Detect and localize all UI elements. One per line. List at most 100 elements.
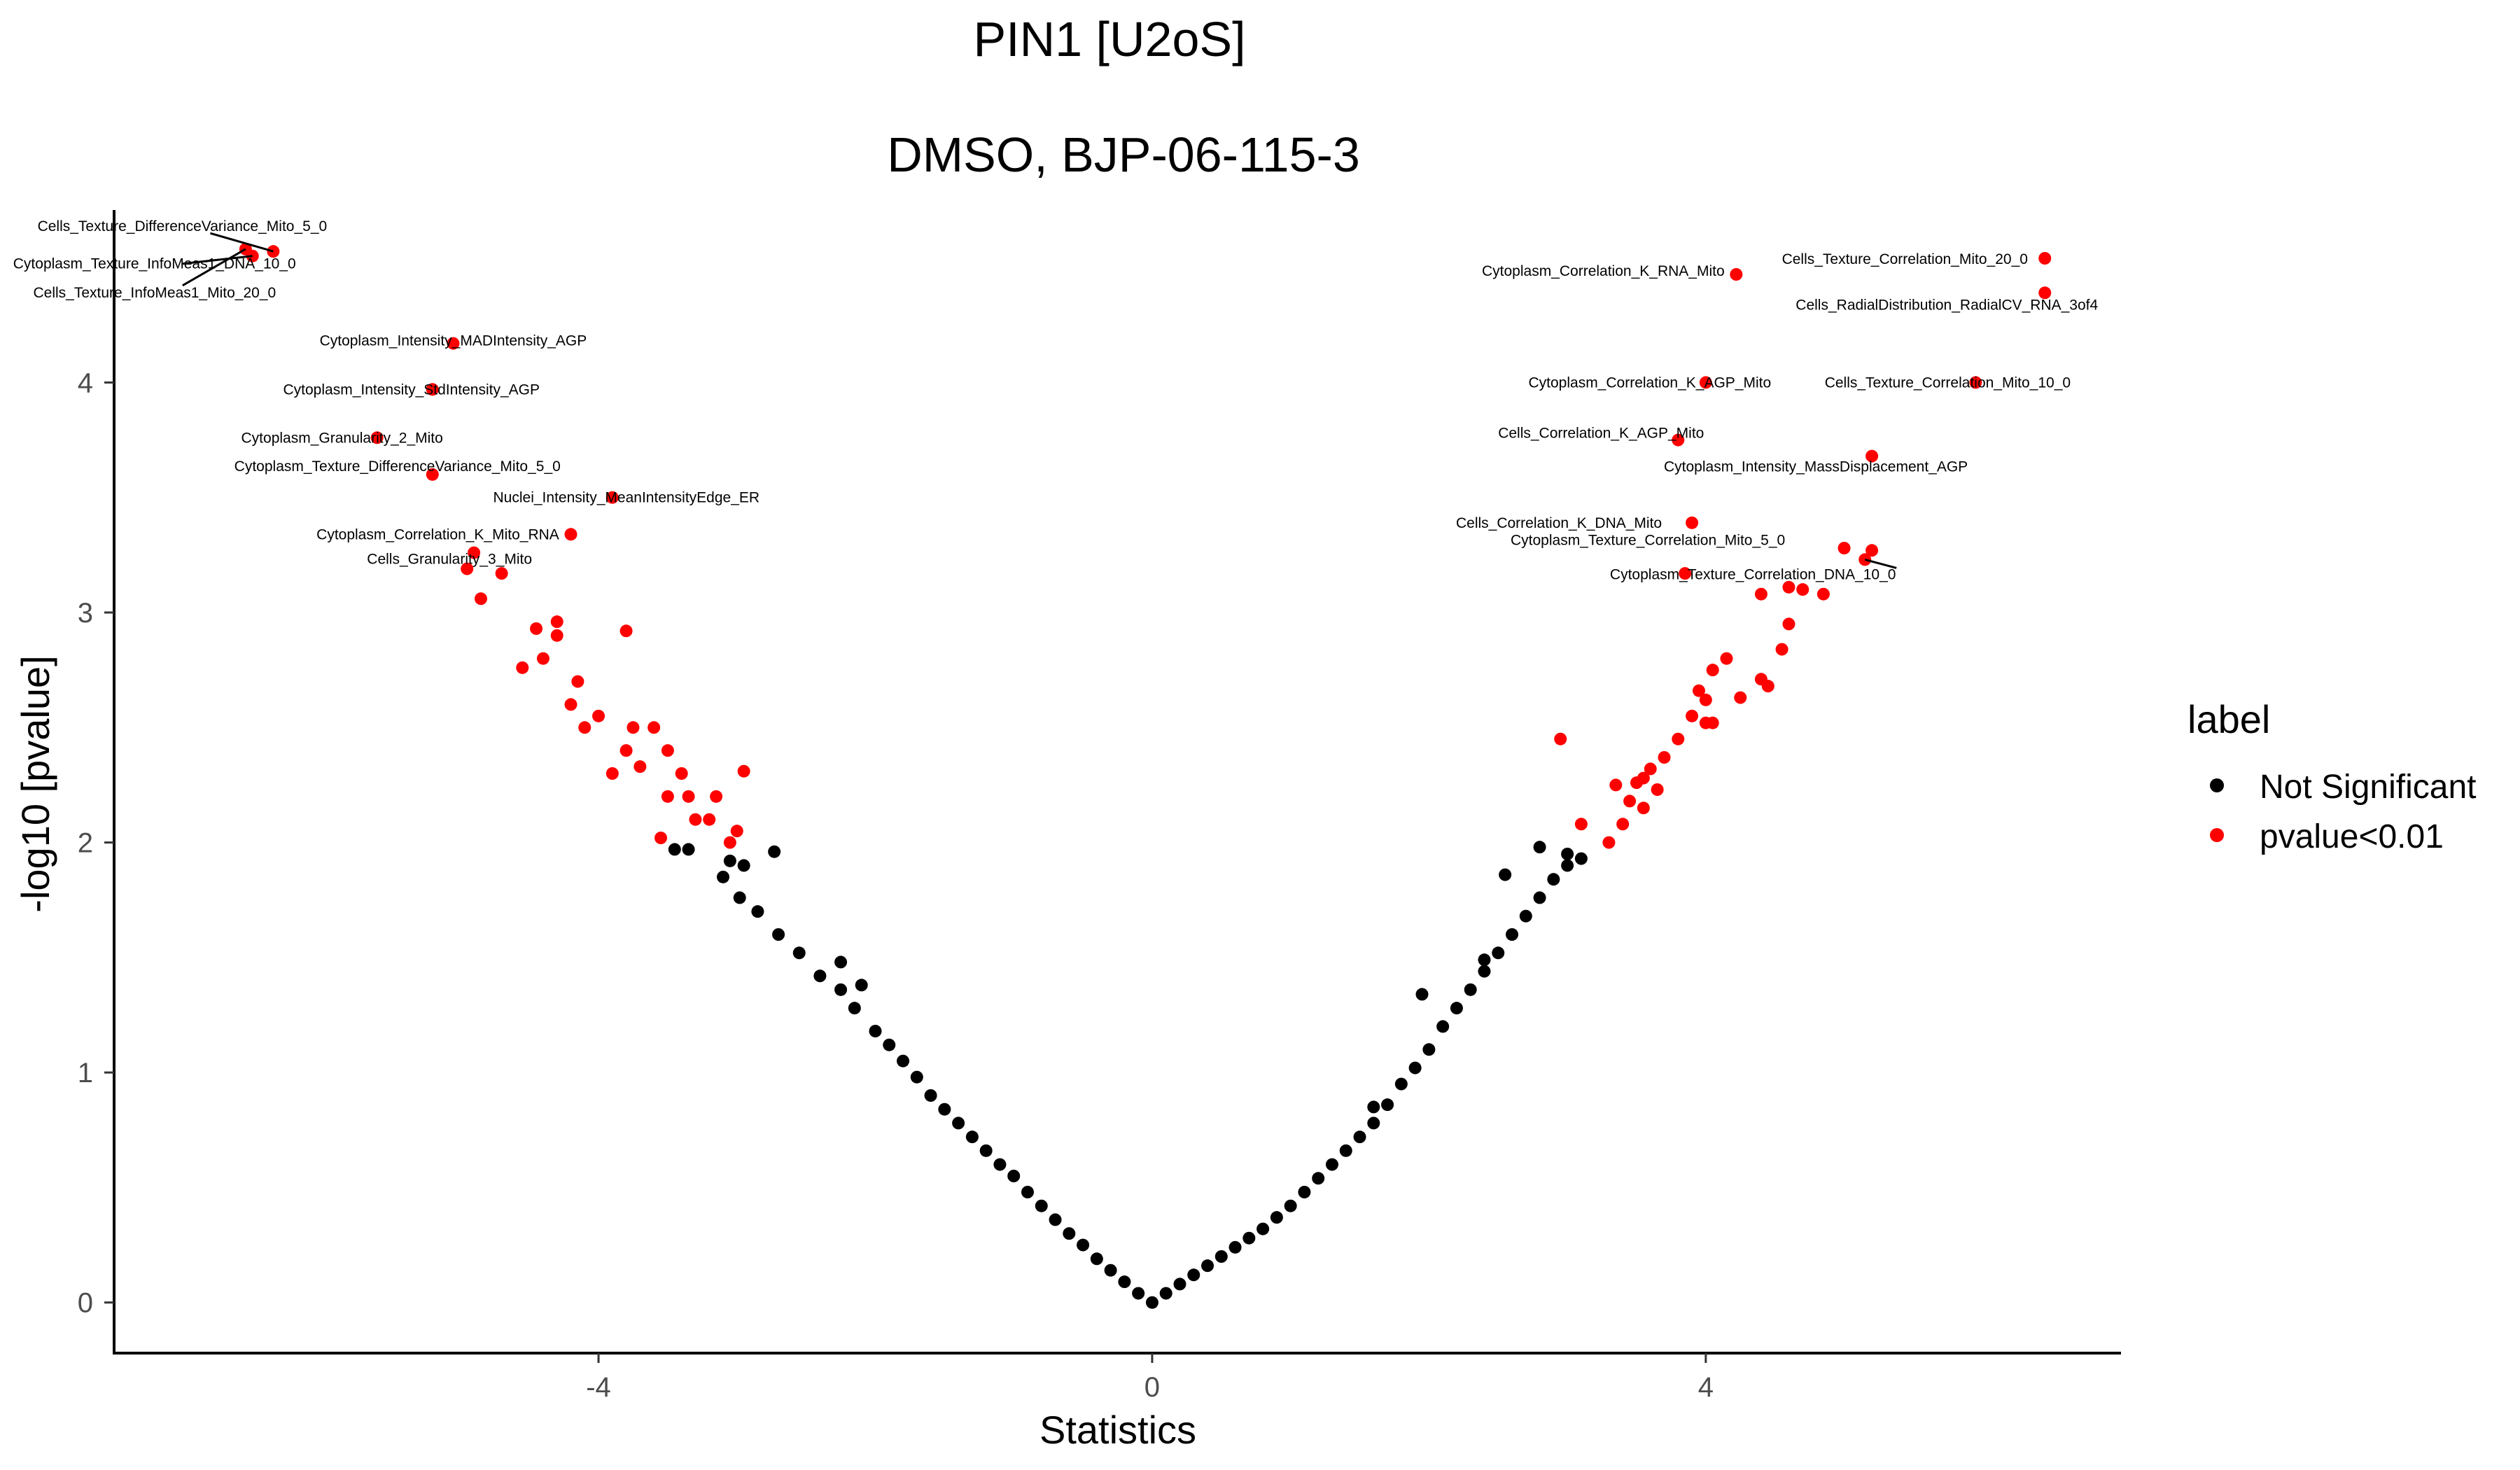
x-axis-label: Statistics — [1040, 1408, 1196, 1452]
data-point — [1706, 716, 1719, 729]
data-point — [993, 1158, 1007, 1171]
y-tick-label: 1 — [78, 1058, 93, 1088]
point-label: Cells_Texture_Correlation_Mito_20_0 — [1782, 251, 2028, 267]
data-point — [682, 843, 695, 856]
data-point — [1090, 1252, 1103, 1266]
y-tick-label: 2 — [78, 828, 93, 859]
data-point — [1692, 684, 1705, 697]
data-point — [1408, 1061, 1422, 1074]
data-point — [1035, 1199, 1048, 1212]
data-point — [1422, 1043, 1436, 1056]
data-point — [855, 979, 868, 992]
data-point — [1865, 449, 1879, 463]
data-point — [910, 1070, 923, 1084]
data-point — [530, 622, 543, 635]
data-point — [737, 859, 750, 872]
label-leader-line — [182, 248, 246, 287]
data-point — [1450, 1002, 1463, 1015]
data-point — [1761, 680, 1774, 693]
data-point — [1651, 783, 1664, 796]
data-point — [1658, 751, 1671, 764]
data-point — [606, 491, 619, 504]
data-point — [626, 721, 640, 734]
point-label: Cells_RadialDistribution_RadialCV_RNA_3o… — [1795, 297, 2098, 313]
point-label: Cytoplasm_Granularity_2_Mito — [241, 430, 443, 446]
data-point — [723, 836, 736, 849]
data-point — [564, 698, 578, 711]
data-point — [1007, 1170, 1021, 1182]
x-tick-label: 0 — [1144, 1372, 1160, 1403]
data-point — [938, 1102, 951, 1116]
point-label: Cells_Texture_DifferenceVariance_Mito_5_… — [38, 218, 328, 234]
data-point — [1478, 965, 1491, 978]
data-point — [1816, 587, 1830, 601]
legend-label-not-significant: Not Significant — [2260, 769, 2477, 806]
data-point — [834, 955, 848, 969]
data-point — [1367, 1100, 1380, 1114]
point-label: Cytoplasm_Texture_Correlation_Mito_5_0 — [1511, 532, 1785, 548]
data-point — [1644, 762, 1657, 776]
data-point — [1706, 664, 1719, 677]
data-point — [1561, 848, 1574, 860]
plot-area: Cells_Texture_DifferenceVariance_Mito_5_… — [13, 218, 2099, 1309]
data-point — [703, 813, 716, 826]
data-point — [516, 661, 529, 674]
data-point — [2038, 286, 2052, 300]
data-point — [550, 615, 564, 629]
point-label: Cells_Texture_InfoMeas1_Mito_20_0 — [33, 285, 276, 301]
data-point — [426, 383, 439, 396]
data-point — [883, 1038, 896, 1051]
point-label: Cytoplasm_Texture_DifferenceVariance_Mit… — [234, 458, 561, 475]
y-tick-label: 4 — [78, 368, 93, 398]
data-point — [1533, 841, 1546, 854]
data-point — [578, 721, 592, 734]
data-point — [1561, 859, 1574, 872]
series-0 — [668, 841, 1588, 1309]
data-point — [1312, 1172, 1325, 1185]
data-point — [1775, 643, 1788, 656]
data-point — [1173, 1278, 1186, 1291]
point-label: Cytoplasm_Intensity_MADIntensity_AGP — [320, 333, 587, 349]
point-label: Cells_Granularity_3_Mito — [367, 552, 532, 568]
data-point — [1782, 580, 1795, 594]
data-point — [1415, 988, 1429, 1001]
data-point — [1063, 1227, 1076, 1240]
data-point — [1686, 516, 1699, 529]
chart-title: PIN1 [U2oS] — [973, 12, 1245, 66]
data-point — [1381, 1098, 1394, 1112]
data-point — [1865, 544, 1879, 557]
point-label: Cytoplasm_Correlation_K_Mito_RNA — [316, 526, 559, 542]
data-point — [1782, 617, 1795, 631]
point-label: Cytoplasm_Correlation_K_AGP_Mito — [1528, 374, 1771, 391]
data-point — [634, 760, 647, 774]
data-point — [1730, 268, 1743, 281]
data-point — [737, 764, 750, 778]
data-point — [447, 337, 460, 350]
data-point — [550, 629, 564, 642]
data-point — [620, 744, 633, 757]
data-point — [571, 675, 584, 688]
legend-key-pvalue-sig — [2210, 828, 2224, 842]
point-label: Cells_Correlation_K_AGP_Mito — [1498, 426, 1704, 442]
data-point — [426, 468, 439, 481]
data-point — [495, 567, 508, 580]
data-point — [1118, 1275, 1131, 1289]
data-point — [723, 854, 736, 867]
data-point — [733, 891, 746, 904]
data-point — [1492, 946, 1505, 960]
data-point — [1464, 983, 1477, 996]
data-point — [1519, 909, 1532, 923]
data-point — [1672, 433, 1685, 447]
data-point — [1145, 1296, 1158, 1309]
data-point — [661, 790, 674, 803]
data-point — [1796, 583, 1809, 596]
data-point — [1679, 567, 1692, 580]
y-tick-label: 0 — [78, 1288, 93, 1319]
data-point — [1077, 1238, 1090, 1252]
data-point — [897, 1054, 910, 1068]
data-point — [1630, 776, 1643, 790]
data-point — [1554, 732, 1567, 746]
chart-subtitle: DMSO, BJP-06-115-3 — [887, 127, 1360, 182]
data-point — [792, 946, 806, 960]
data-point — [1242, 1231, 1256, 1245]
